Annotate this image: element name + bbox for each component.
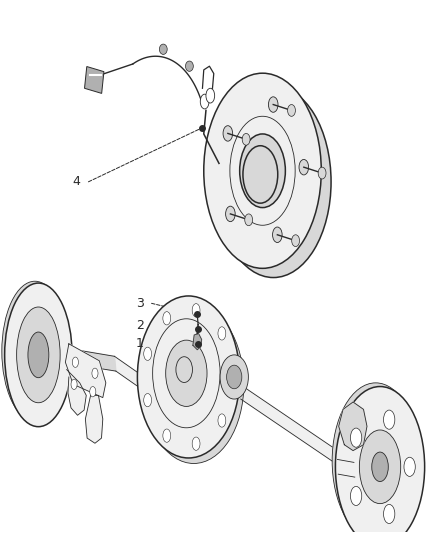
Circle shape	[404, 457, 415, 477]
Ellipse shape	[2, 281, 68, 421]
Text: 3: 3	[136, 297, 144, 310]
Circle shape	[192, 437, 200, 450]
Ellipse shape	[226, 206, 235, 222]
Ellipse shape	[268, 97, 278, 112]
Ellipse shape	[216, 86, 331, 278]
Polygon shape	[193, 334, 201, 350]
Circle shape	[384, 504, 395, 523]
Polygon shape	[70, 349, 116, 371]
Circle shape	[384, 410, 395, 429]
Bar	[85, 67, 104, 93]
Circle shape	[218, 327, 226, 340]
Ellipse shape	[185, 61, 193, 71]
Circle shape	[90, 386, 96, 397]
Text: 1: 1	[136, 337, 144, 350]
Circle shape	[218, 414, 226, 427]
Circle shape	[206, 88, 215, 103]
Ellipse shape	[288, 104, 295, 116]
Ellipse shape	[144, 305, 244, 464]
Ellipse shape	[292, 235, 300, 247]
Ellipse shape	[159, 44, 167, 54]
Circle shape	[163, 429, 171, 442]
Circle shape	[192, 304, 200, 317]
Ellipse shape	[226, 365, 242, 389]
Circle shape	[350, 428, 362, 447]
Ellipse shape	[299, 159, 309, 175]
Text: 4: 4	[73, 175, 81, 188]
Ellipse shape	[138, 296, 240, 458]
Ellipse shape	[332, 383, 419, 533]
Circle shape	[163, 312, 171, 325]
Polygon shape	[115, 357, 151, 395]
Ellipse shape	[336, 386, 425, 533]
Polygon shape	[337, 459, 355, 477]
Circle shape	[92, 368, 98, 378]
Circle shape	[200, 94, 209, 109]
Ellipse shape	[220, 355, 248, 399]
Circle shape	[350, 487, 362, 505]
Circle shape	[228, 370, 236, 384]
Polygon shape	[67, 369, 86, 415]
Ellipse shape	[359, 430, 401, 504]
Polygon shape	[85, 395, 103, 443]
Ellipse shape	[5, 283, 72, 427]
Polygon shape	[65, 344, 106, 398]
Ellipse shape	[318, 167, 326, 179]
Ellipse shape	[223, 126, 233, 141]
Circle shape	[72, 357, 78, 367]
Ellipse shape	[17, 307, 60, 403]
Ellipse shape	[272, 227, 282, 243]
Circle shape	[144, 347, 152, 360]
Ellipse shape	[166, 340, 207, 407]
Circle shape	[71, 379, 77, 390]
Ellipse shape	[176, 357, 192, 383]
Ellipse shape	[372, 452, 389, 481]
Ellipse shape	[28, 332, 49, 378]
Ellipse shape	[152, 319, 220, 428]
Text: 2: 2	[136, 319, 144, 332]
Ellipse shape	[204, 73, 321, 268]
Ellipse shape	[240, 134, 286, 207]
Polygon shape	[240, 384, 333, 462]
Polygon shape	[339, 402, 367, 450]
Ellipse shape	[242, 133, 250, 145]
Circle shape	[144, 393, 152, 407]
Ellipse shape	[245, 214, 253, 225]
